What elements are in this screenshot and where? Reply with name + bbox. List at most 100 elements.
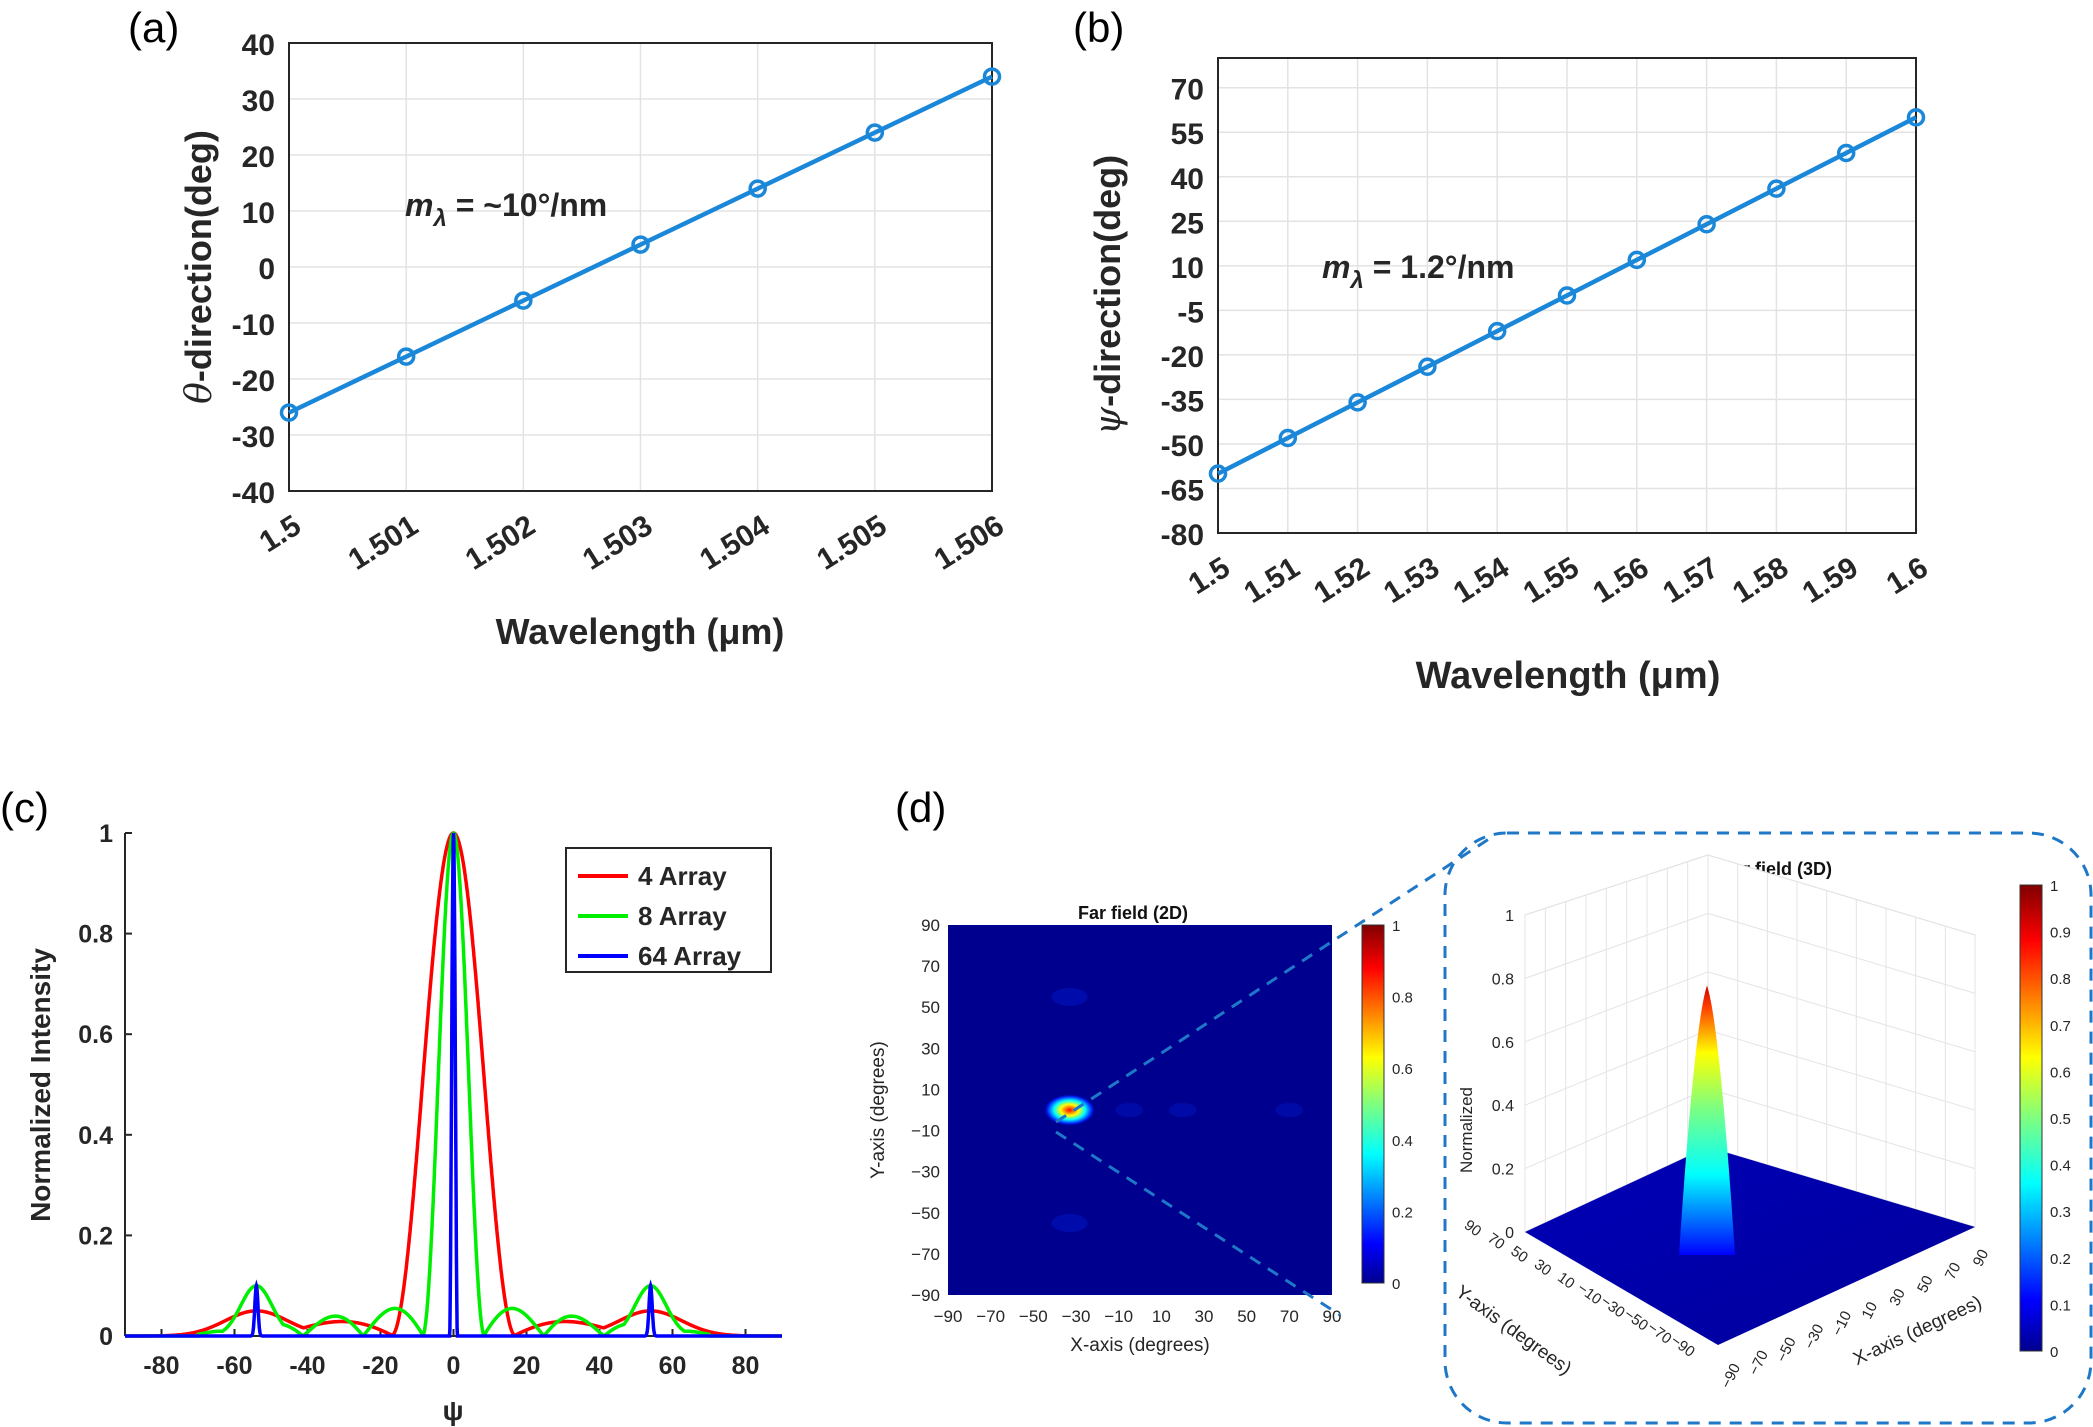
chart-b-ylabel-text: -direction(deg) (1087, 155, 1128, 407)
chart-d2-xtick-label: −70 (976, 1307, 1005, 1326)
chart-d2-xtick-label: −30 (1062, 1307, 1091, 1326)
chart-d3-xtick-label: −50 (1773, 1335, 1799, 1365)
chart-d3-colorbar-label: 0.1 (2050, 1297, 2071, 1314)
chart-c-xtick-label: 80 (732, 1352, 760, 1380)
chart-d3-xtick-label: −90 (1718, 1361, 1744, 1391)
chart-d: Far field (2D) −90 −70 −50 −30 −10 10 30 50 70 90… (868, 831, 2093, 1425)
panel-label-c: (c) (0, 784, 49, 831)
chart-c-ytick-label: 0.4 (78, 1122, 113, 1150)
chart-d3-ztick-label: 0.8 (1492, 971, 1514, 988)
chart-d3-ytick-label: 70 (1484, 1230, 1507, 1254)
chart-c-ytick-label: 1 (99, 820, 113, 848)
chart-a-ytick-label: -20 (232, 365, 275, 398)
zoom-connector-upper (1055, 833, 1496, 1124)
chart-d3-colorbar-label: 0 (2050, 1344, 2058, 1361)
zoom-connector-lower (1055, 1130, 1341, 1317)
chart-b-plot (1208, 108, 1926, 483)
panel-label-a: (a) (128, 4, 179, 51)
chart-b-xtick-label: 1.57 (1657, 551, 1724, 610)
chart-d3-ytick-label: 30 (1531, 1256, 1554, 1280)
chart-c-legend-box (565, 847, 772, 973)
chart-d2-xtick-label: 90 (1323, 1307, 1342, 1326)
chart-d2-title: Far field (2D) (1078, 903, 1188, 923)
chart-b-ytick-label: 55 (1171, 118, 1204, 151)
chart-d3-colorbar-label: 0.6 (2050, 1064, 2071, 1081)
chart-c-legend: 4 Array 8 Array 64 Array (565, 847, 772, 973)
chart-a-ytick-label: 10 (242, 197, 275, 230)
chart-b-point (1697, 215, 1716, 234)
chart-b-xtick-label: 1.6 (1881, 551, 1934, 601)
chart-d3-colorbar-label: 0.3 (2050, 1204, 2071, 1221)
chart-b-ytick-label: -35 (1161, 385, 1204, 418)
chart-c-ylabel: Normalized Intensity (25, 948, 56, 1222)
chart-b-xlabel: Wavelength (μm) (1416, 655, 1721, 697)
chart-d3-gridline (1707, 912, 1976, 994)
chart-a-point (279, 403, 299, 422)
chart-d3-gridline (1524, 854, 1709, 916)
chart-d2-ytick-label: 30 (921, 1039, 940, 1058)
chart-d2-ylabel: Y-axis (degrees) (868, 1041, 889, 1179)
chart-a-ytick-label: 20 (242, 141, 275, 174)
chart-b-xtick-label: 1.55 (1518, 551, 1585, 610)
chart-d3-ztick-label: 0.2 (1492, 1162, 1514, 1179)
chart-d2-xtick-label: 70 (1280, 1307, 1299, 1326)
chart-d3-peak (1679, 985, 1735, 1255)
chart-d2-ytick-label: 10 (921, 1080, 940, 1099)
chart-d2-ticks: −90 −70 −50 −30 −10 10 30 50 70 90 90 70 50 30 10 −10 −3… (911, 916, 1341, 1326)
chart-a: -40 -30 -20 -10 0 10 20 30 40 1.5 1.501 1.502 1.503… (178, 29, 1010, 652)
chart-d3-ytick-label: 90 (1461, 1217, 1484, 1241)
chart-c-ytick-label: 0.2 (78, 1222, 113, 1250)
chart-d3-ztick-label: 0.6 (1492, 1035, 1514, 1052)
chart-a-xtick-label: 1.501 (343, 509, 424, 577)
chart-d2-xtick-label: 50 (1237, 1307, 1256, 1326)
chart-c-xtick-label: -40 (289, 1352, 325, 1380)
chart-d3-colorbar-label: 0.9 (2050, 925, 2071, 942)
chart-c-xtick-label: -60 (216, 1352, 252, 1380)
chart-a-xlabel: Wavelength (μm) (496, 611, 785, 652)
chart-a-point (865, 123, 885, 142)
chart-b-annotation-sub: λ (1348, 267, 1363, 294)
chart-d2-colorbar-label: 0.2 (1392, 1204, 1413, 1221)
chart-b-point (1767, 179, 1786, 198)
chart-d3-gridline (1707, 854, 1976, 936)
chart-d2-ytick-label: −10 (911, 1122, 940, 1141)
chart-b-ytick-label: -20 (1161, 341, 1204, 374)
chart-b-y-ticks: -80 -65 -50 -35 -20 -5 10 25 40 55 70 (1161, 74, 1204, 552)
chart-d3-ztick-label: 1 (1505, 908, 1514, 925)
chart-a-point (631, 235, 650, 254)
chart-d2-xlabel: X-axis (degrees) (1070, 1335, 1209, 1356)
chart-a-ytick-label: 40 (242, 29, 275, 62)
chart-d3-ylabel: Y-axis (degrees) (1451, 1282, 1575, 1380)
chart-a-annotation-sub: λ (431, 205, 446, 232)
chart-c-legend-label: 8 Array (638, 901, 727, 931)
chart-d2-ytick-label: −90 (911, 1286, 940, 1305)
chart-d3-colorbar (2019, 884, 2043, 1352)
chart-d3-gridline (1707, 1088, 1976, 1170)
zoom-inset-frame (1443, 831, 2093, 1425)
chart-b-xtick-label: 1.53 (1378, 551, 1445, 610)
chart-c-xtick-label: 20 (513, 1352, 541, 1380)
chart-d3-xtick-label: 10 (1859, 1299, 1882, 1321)
chart-c-series-64-array (125, 832, 782, 1338)
chart-c-xtick-label: -20 (362, 1352, 398, 1380)
chart-d2-colorbar-label: 1 (1392, 918, 1400, 935)
chart-c-legend-label: 64 Array (638, 941, 742, 971)
chart-a-point (748, 179, 767, 198)
chart-d3-colorbar-label: 0.8 (2050, 971, 2071, 988)
panel-label-d: (d) (895, 784, 946, 831)
chart-a-y-ticks: -40 -30 -20 -10 0 10 20 30 40 (232, 29, 275, 510)
chart-b-ylabel-symbol: ψ (1088, 406, 1129, 435)
chart-d2-ytick-label: 50 (921, 998, 940, 1017)
chart-b-xtick-label: 1.54 (1448, 551, 1515, 610)
chart-c-xtick-label: -80 (143, 1352, 179, 1380)
chart-d2-xtick-label: −50 (1019, 1307, 1048, 1326)
chart-b-xtick-label: 1.58 (1727, 551, 1794, 610)
chart-d2-colorbar (1361, 924, 1385, 1284)
chart-c: 0 0.2 0.4 0.6 0.8 1 -80 -60 -40 -20 0 20 40 60 80 ψ No… (25, 820, 782, 1426)
chart-d3-xtick-label: 70 (1942, 1260, 1965, 1282)
chart-b-frame (1217, 57, 1917, 534)
chart-d3-colorbar-label: 0.4 (2050, 1158, 2071, 1175)
chart-b-point (1836, 143, 1856, 163)
chart-d2-colorbar-label: 0 (1392, 1276, 1400, 1293)
chart-c-xtick-label: 40 (586, 1352, 614, 1380)
